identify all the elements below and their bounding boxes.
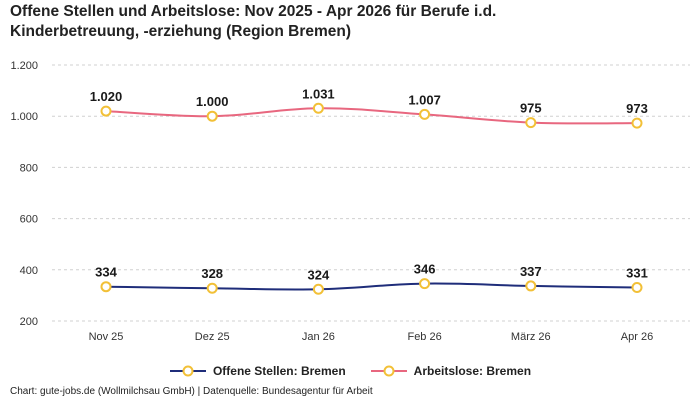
- data-point: [312, 283, 324, 295]
- chart-legend: Offene Stellen: Bremen Arbeitslose: Brem…: [0, 360, 700, 382]
- legend-swatch-arbeitslose: [370, 365, 407, 377]
- chart-title: Offene Stellen und Arbeitslose: Nov 2025…: [10, 2, 610, 42]
- data-label: 1.000: [196, 94, 229, 109]
- data-label: 1.007: [408, 92, 441, 107]
- y-tick-label: 600: [20, 214, 38, 226]
- x-tick-label: Dez 25: [195, 331, 230, 343]
- chart-title-line-2: Kinderbetreuung, -erziehung (Region Brem…: [10, 23, 352, 40]
- data-point: [206, 282, 218, 294]
- data-label: 331: [626, 265, 648, 280]
- x-tick-label: Nov 25: [89, 331, 124, 343]
- data-label: 1.031: [302, 86, 335, 101]
- data-point: [631, 281, 643, 293]
- y-tick-label: 200: [20, 316, 38, 328]
- data-point: [419, 108, 431, 120]
- line-chart: 200 400 600 800 1.000 1.200 Nov 25 Dez 25 Jan 26…: [10, 60, 690, 343]
- chart-title-line-1: Offene Stellen und Arbeitslose: Nov 2025…: [10, 3, 497, 20]
- data-label: 346: [414, 262, 436, 277]
- data-label: 1.020: [90, 89, 123, 104]
- legend-label-arbeitslose: Arbeitslose: Bremen: [413, 364, 532, 378]
- data-label: 334: [95, 265, 117, 280]
- legend-swatch-offene-stellen: [169, 365, 206, 377]
- data-label: 975: [520, 101, 542, 116]
- y-tick-label: 1.000: [10, 111, 38, 123]
- legend-label-offene-stellen: Offene Stellen: Bremen: [212, 364, 346, 378]
- x-tick-label: Jan 26: [302, 331, 335, 343]
- data-label: 337: [520, 264, 542, 279]
- source-note: Chart: gute-jobs.de (Wollmilchsau GmbH) …: [10, 386, 373, 397]
- data-point: [631, 117, 643, 129]
- data-point: [525, 280, 537, 292]
- y-tick-label: 1.200: [10, 60, 38, 72]
- x-tick-label: Apr 26: [621, 331, 653, 343]
- y-tick-label: 400: [20, 265, 38, 277]
- y-tick-label: 800: [20, 162, 38, 174]
- data-label: 973: [626, 101, 648, 116]
- data-label: 324: [308, 267, 330, 282]
- data-point: [206, 110, 218, 122]
- data-point: [419, 278, 431, 290]
- x-tick-label: Feb 26: [407, 331, 441, 343]
- series-line-offene-stellen: [105, 282, 638, 291]
- series-line-arbeitslose: [105, 107, 638, 125]
- data-point: [312, 102, 324, 114]
- legend-item-arbeitslose[interactable]: Arbeitslose: Bremen: [370, 364, 531, 378]
- x-tick-label: März 26: [511, 331, 551, 343]
- data-point: [100, 281, 112, 293]
- legend-item-offene-stellen[interactable]: Offene Stellen: Bremen: [169, 364, 346, 378]
- data-label: 328: [201, 266, 223, 281]
- data-point: [525, 117, 537, 129]
- data-point: [100, 105, 112, 117]
